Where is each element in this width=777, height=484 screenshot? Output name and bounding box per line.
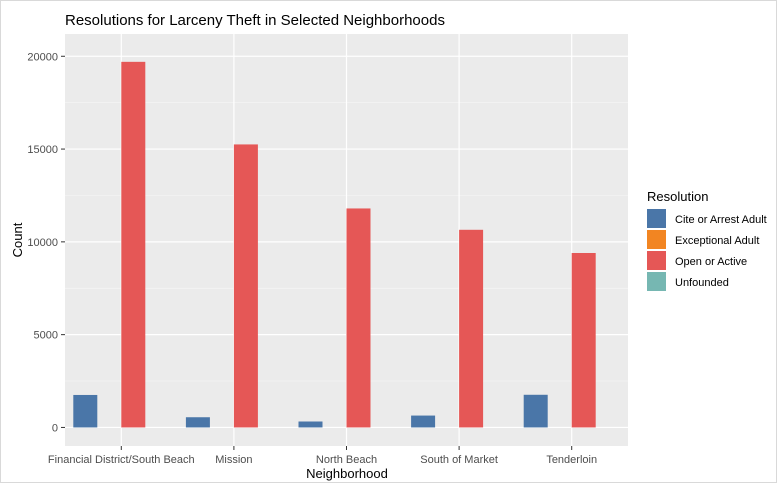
legend-label: Open or Active bbox=[675, 256, 747, 268]
y-axis-title: Count bbox=[10, 222, 25, 257]
x-tick-label: Financial District/South Beach bbox=[48, 454, 195, 466]
x-tick-label: North Beach bbox=[316, 454, 377, 466]
x-axis-title: Neighborhood bbox=[306, 466, 388, 481]
bar bbox=[411, 415, 436, 428]
bar bbox=[121, 61, 146, 428]
x-axis: Financial District/South Beach Mission Nor… bbox=[48, 446, 597, 466]
legend-title: Resolution bbox=[647, 189, 708, 204]
x-tick-label: Mission bbox=[215, 454, 252, 466]
y-tick-label: 0 bbox=[52, 422, 58, 434]
legend-label: Unfounded bbox=[675, 277, 729, 289]
legend-key bbox=[647, 251, 666, 270]
legend-key bbox=[647, 230, 666, 249]
y-tick-label: 10000 bbox=[27, 237, 58, 249]
legend-label: Cite or Arrest Adult bbox=[675, 214, 767, 226]
bars-group bbox=[73, 61, 596, 428]
x-tick-label: South of Market bbox=[420, 454, 498, 466]
legend-key bbox=[647, 272, 666, 291]
bar bbox=[571, 252, 596, 428]
y-axis: 0 5000 10000 15000 20000 bbox=[27, 51, 65, 434]
bar bbox=[298, 421, 323, 428]
bar bbox=[73, 394, 98, 428]
bar bbox=[185, 417, 210, 428]
bar bbox=[459, 229, 484, 428]
bar bbox=[346, 208, 371, 428]
y-tick-label: 5000 bbox=[34, 330, 58, 342]
legend-key bbox=[647, 209, 666, 228]
legend-label: Exceptional Adult bbox=[675, 235, 759, 247]
y-tick-label: 15000 bbox=[27, 144, 58, 156]
y-tick-label: 20000 bbox=[27, 51, 58, 63]
chart-title: Resolutions for Larceny Theft in Selecte… bbox=[65, 12, 445, 29]
bar bbox=[523, 394, 548, 428]
x-tick-label: Tenderloin bbox=[546, 454, 597, 466]
legend: Resolution Cite or Arrest Adult Exception… bbox=[647, 189, 767, 291]
bar bbox=[233, 144, 258, 428]
